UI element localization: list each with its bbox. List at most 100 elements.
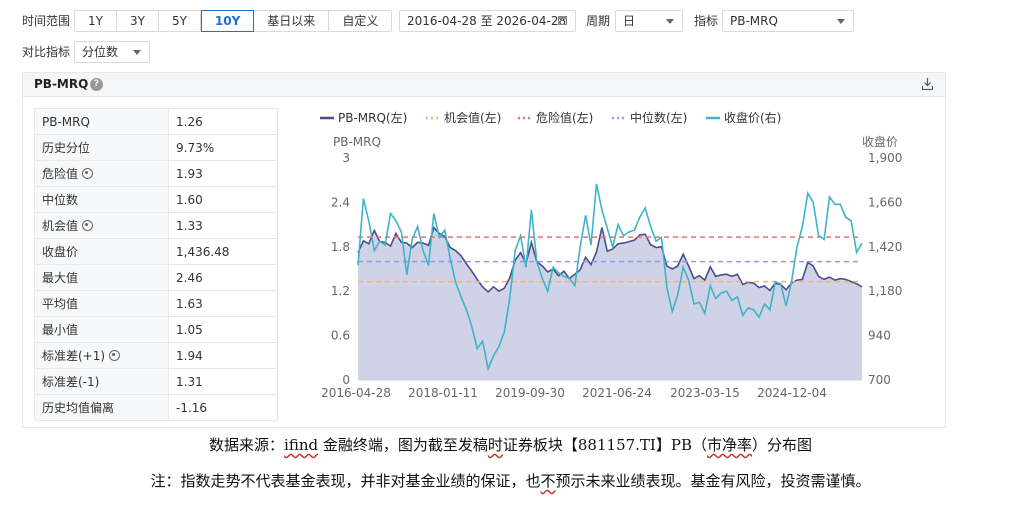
calendar-icon [558, 16, 567, 25]
source-caption: 数据来源：ifind 金融终端，图为截至发稿时证券板块【881157.TI】PB… [0, 434, 1021, 455]
x-tick-label: 2021-06-24 [582, 386, 652, 400]
pb-panel: PB-MRQ ? PB-MRQ 1.26 历史分位 9.73% 危险值 1.93 中位数 1.… [22, 72, 946, 428]
stats-key-cell: 中位数 [34, 186, 169, 213]
period-select[interactable]: 日 [615, 10, 683, 32]
source-app: ifind [284, 436, 319, 454]
legend-label: PB-MRQ(左) [338, 110, 407, 125]
date-range-value: 2016-04-28 至 2026-04-28 [407, 14, 567, 28]
stats-key: 中位数 [42, 193, 79, 207]
stats-key: 收盘价 [42, 245, 79, 259]
stats-key-cell: 最大值 [34, 264, 169, 291]
range-3y-button[interactable]: 3Y [116, 11, 159, 31]
compare-value: 分位数 [82, 45, 119, 59]
gear-icon[interactable] [82, 220, 94, 231]
source-time: 时 [487, 436, 503, 454]
stats-row: 历史分位 9.73% [34, 134, 278, 161]
right-axis-title: 收盘价 [862, 134, 898, 149]
stats-value: 1.26 [168, 108, 278, 135]
chevron-down-icon [133, 50, 141, 55]
indicator-select[interactable]: PB-MRQ [722, 10, 854, 32]
left-tick-label: 1.2 [331, 284, 350, 298]
range-since-base-button[interactable]: 基日以来 [254, 11, 330, 31]
left-axis-title: PB-MRQ [333, 135, 381, 149]
stats-row: PB-MRQ 1.26 [34, 108, 278, 135]
compare-label: 对比指标 [22, 45, 71, 59]
stats-value: 1.60 [168, 186, 278, 213]
source-pe: 市净率 [706, 436, 752, 454]
stats-key: 标准差(+1) [42, 349, 106, 363]
stats-row: 收盘价 1,436.48 [34, 238, 278, 265]
stats-key: 最大值 [42, 271, 79, 285]
note-prefix: 注：指数走势不代表基金表现，并非对基金业绩的保证，也 [150, 472, 541, 490]
range-1y-button[interactable]: 1Y [75, 11, 117, 31]
range-custom-button[interactable]: 自定义 [329, 11, 392, 31]
x-tick-label: 2016-04-28 [321, 386, 391, 400]
right-tick-label: 700 [868, 373, 891, 387]
left-tick-label: 0 [342, 373, 350, 387]
source-end: ）分布图 [751, 436, 812, 454]
range-segmented-control: 1Y 3Y 5Y 10Y 基日以来 自定义 [74, 10, 393, 32]
range-5y-button[interactable]: 5Y [158, 11, 201, 31]
stats-table: PB-MRQ 1.26 历史分位 9.73% 危险值 1.93 中位数 1.60 机会值 1.33… [34, 108, 278, 421]
stats-key-cell: 最小值 [34, 316, 169, 343]
stats-key: 机会值 [42, 219, 79, 233]
stats-key: PB-MRQ [42, 114, 90, 129]
date-range-input[interactable]: 2016-04-28 至 2026-04-28 [399, 10, 576, 32]
stats-value: 1.31 [168, 368, 278, 395]
compare-select[interactable]: 分位数 [74, 41, 150, 63]
stats-row: 标准差(+1) 1.94 [34, 342, 278, 369]
x-tick-label: 2023-03-15 [670, 386, 740, 400]
stats-key-cell: 历史分位 [34, 134, 169, 161]
legend-label: 危险值(左) [536, 110, 593, 125]
gear-icon[interactable] [109, 350, 121, 361]
left-tick-label: 1.8 [331, 240, 350, 254]
range-label: 时间范围 [22, 14, 71, 28]
legend-label: 收盘价(右) [724, 110, 781, 125]
right-tick-label: 1,420 [868, 240, 902, 254]
stats-value: 1.05 [168, 316, 278, 343]
stats-value: 2.46 [168, 264, 278, 291]
toolbar: 时间范围 1Y 3Y 5Y 10Y 基日以来 自定义 2016-04-28 至 … [0, 0, 1021, 66]
stats-value: 9.73% [168, 134, 278, 161]
stats-value: 1.63 [168, 290, 278, 317]
source-prefix: 数据来源： [209, 436, 285, 454]
stats-value: 1,436.48 [168, 238, 278, 265]
stats-value: 1.33 [168, 212, 278, 239]
right-tick-label: 1,180 [868, 284, 902, 298]
x-tick-label: 2018-01-11 [408, 386, 478, 400]
download-icon[interactable] [922, 78, 933, 90]
indicator-value: PB-MRQ [730, 14, 778, 28]
range-10y-button[interactable]: 10Y [200, 10, 255, 32]
stats-key-cell: 历史均值偏离 [34, 394, 169, 421]
note-no: 不 [540, 472, 556, 490]
stats-key: 危险值 [42, 167, 79, 181]
disclaimer-note: 注：指数走势不代表基金表现，并非对基金业绩的保证，也不预示未来业绩表现。基金有风… [0, 470, 1021, 491]
stats-key: 历史分位 [42, 141, 91, 155]
stats-key-cell: 标准差(+1) [34, 342, 169, 369]
stats-row: 历史均值偏离 -1.16 [34, 394, 278, 421]
legend-label: 机会值(左) [444, 110, 501, 125]
period-label: 周期 [586, 14, 611, 28]
note-end: 预示未来业绩表现。基金有风险，投资需谨慎。 [555, 472, 871, 490]
close-price-line [357, 183, 863, 372]
stats-key-cell: 平均值 [34, 290, 169, 317]
stats-key: 最小值 [42, 323, 79, 337]
x-tick-label: 2024-12-04 [757, 386, 827, 400]
stats-value: 1.94 [168, 342, 278, 369]
stats-key-cell: 收盘价 [34, 238, 169, 265]
help-icon[interactable]: ? [90, 78, 103, 91]
stats-key-cell: 标准差(-1) [34, 368, 169, 395]
stats-value: -1.16 [168, 394, 278, 421]
left-tick-label: 0.6 [331, 329, 350, 343]
pb-chart: PB-MRQ(左) 机会值(左) 危险值(左) 中位数(左) 收盘价(右) PB-MRQ 收… [320, 110, 902, 400]
pb-area [358, 227, 862, 380]
chevron-down-icon [666, 19, 674, 24]
gear-icon[interactable] [82, 168, 94, 179]
right-tick-label: 1,900 [868, 151, 902, 165]
indicator-label: 指标 [694, 14, 719, 28]
stats-row: 最大值 2.46 [34, 264, 278, 291]
stats-row: 机会值 1.33 [34, 212, 278, 239]
chevron-down-icon [837, 19, 845, 24]
stats-row: 平均值 1.63 [34, 290, 278, 317]
right-tick-label: 940 [868, 329, 891, 343]
